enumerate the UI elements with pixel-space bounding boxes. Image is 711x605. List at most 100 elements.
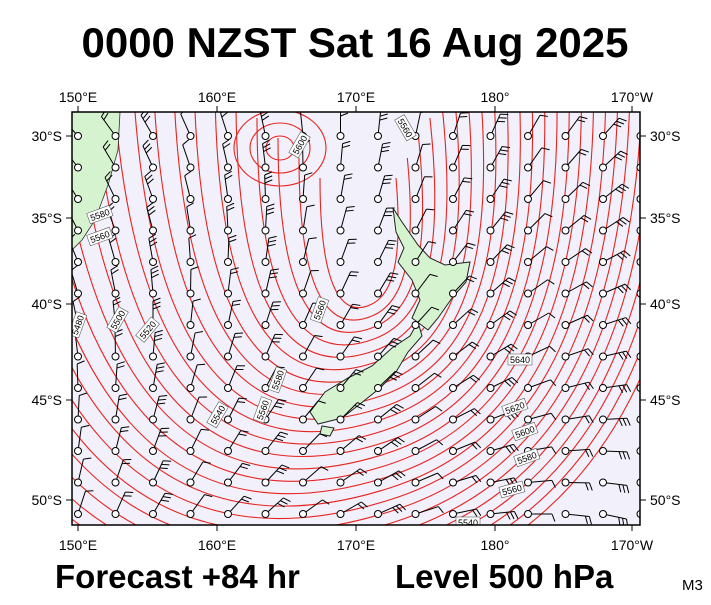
station — [525, 322, 532, 329]
left-lat-label: 35°S — [31, 210, 62, 226]
station — [337, 164, 344, 171]
station — [487, 416, 494, 423]
station — [487, 511, 494, 518]
station — [450, 385, 457, 392]
station — [450, 290, 457, 297]
station — [300, 227, 307, 234]
station — [300, 353, 307, 360]
station — [487, 133, 494, 140]
contour-label: 5640 — [510, 355, 530, 365]
station — [450, 322, 457, 329]
station — [75, 511, 82, 518]
barb-feather — [161, 464, 169, 465]
station — [450, 133, 457, 140]
station — [412, 511, 419, 518]
barb-feather — [385, 248, 393, 249]
station — [225, 164, 232, 171]
station — [450, 353, 457, 360]
barb-feather — [349, 275, 357, 276]
station — [187, 511, 194, 518]
station — [600, 259, 607, 266]
station — [412, 322, 419, 329]
station — [112, 511, 119, 518]
station — [75, 196, 82, 203]
station — [225, 290, 232, 297]
station — [450, 227, 457, 234]
top-lon-label: 150°E — [59, 89, 97, 105]
station — [600, 479, 607, 486]
station — [375, 322, 382, 329]
station — [112, 416, 119, 423]
bottom-lon-label: 160°E — [198, 537, 236, 553]
top-lon-label: 170°E — [337, 89, 375, 105]
station — [525, 133, 532, 140]
bottom-lon-label: 170°E — [337, 537, 375, 553]
forecast-label: Forecast +84 hr — [55, 558, 300, 595]
station — [187, 353, 194, 360]
station — [300, 416, 307, 423]
station — [487, 322, 494, 329]
station — [75, 259, 82, 266]
station — [525, 479, 532, 486]
station — [562, 385, 569, 392]
station — [412, 385, 419, 392]
station — [262, 448, 269, 455]
station — [487, 164, 494, 171]
station — [600, 133, 607, 140]
station — [562, 448, 569, 455]
station — [337, 448, 344, 455]
station — [600, 227, 607, 234]
station — [225, 385, 232, 392]
station — [187, 479, 194, 486]
station — [375, 385, 382, 392]
station — [262, 322, 269, 329]
station — [225, 511, 232, 518]
station — [487, 259, 494, 266]
station — [150, 448, 157, 455]
station — [225, 227, 232, 234]
station — [262, 164, 269, 171]
station — [337, 385, 344, 392]
left-lat-label: 45°S — [31, 392, 62, 408]
station — [112, 196, 119, 203]
model-code: M3 — [682, 577, 703, 594]
station — [262, 353, 269, 360]
right-lat-label: 50°S — [650, 492, 681, 508]
station — [75, 385, 82, 392]
station — [525, 290, 532, 297]
station — [187, 290, 194, 297]
station — [487, 353, 494, 360]
right-lat-label: 35°S — [650, 210, 681, 226]
station — [225, 416, 232, 423]
station — [337, 322, 344, 329]
station — [150, 290, 157, 297]
station — [562, 290, 569, 297]
station — [412, 164, 419, 171]
station — [150, 164, 157, 171]
barb-feather — [160, 468, 168, 469]
station — [75, 416, 82, 423]
left-lat-label: 40°S — [31, 296, 62, 312]
bottom-lon-label: 170°W — [611, 537, 654, 553]
station — [525, 416, 532, 423]
station — [300, 511, 307, 518]
station — [600, 196, 607, 203]
station — [600, 353, 607, 360]
right-lat-label: 45°S — [650, 392, 681, 408]
barb-feather — [163, 461, 171, 462]
station — [600, 416, 607, 423]
station — [262, 479, 269, 486]
station — [450, 479, 457, 486]
station — [225, 196, 232, 203]
station — [337, 227, 344, 234]
station — [375, 511, 382, 518]
station — [375, 259, 382, 266]
station — [262, 227, 269, 234]
station — [112, 290, 119, 297]
station — [75, 448, 82, 455]
station — [75, 353, 82, 360]
station — [75, 227, 82, 234]
station — [412, 227, 419, 234]
station — [300, 448, 307, 455]
